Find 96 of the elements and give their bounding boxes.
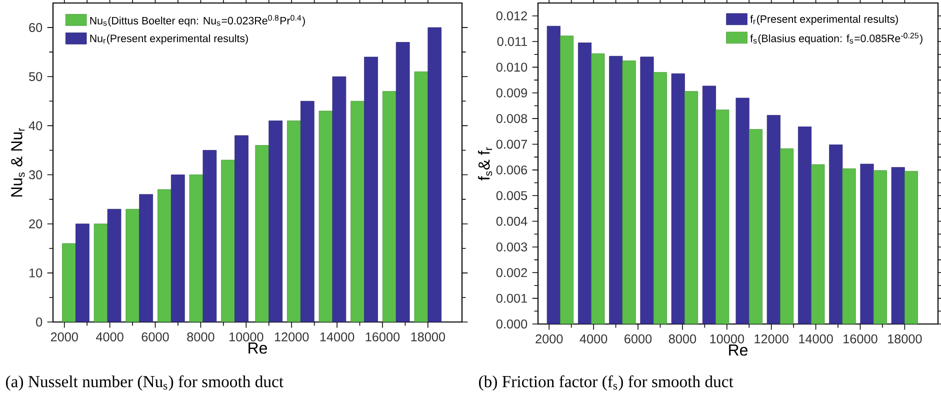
bar: [798, 126, 812, 324]
bar: [221, 160, 235, 322]
x-tick-label: 6000: [624, 334, 652, 344]
bar: [287, 120, 301, 322]
x-axis-title: Re: [729, 344, 748, 356]
bar: [546, 26, 560, 324]
y-axis-title: f$_{s}$& f$_{r}$: [478, 147, 492, 180]
bar: [591, 53, 605, 324]
bar: [716, 110, 730, 324]
bar: [842, 168, 856, 324]
bar: [255, 145, 270, 322]
text: Nu$_{s}$(Dittus Boelter eqn: Nu$_{s}$=0.023Re$^{0.8}$Pr$^{0.4}$): [90, 14, 305, 27]
bar: [736, 98, 750, 324]
y-tick-label: 20: [29, 219, 42, 228]
y-tick-label: 0: [36, 318, 42, 326]
bar: [202, 150, 217, 322]
bar: [904, 171, 918, 324]
bar: [414, 72, 428, 322]
bar: [780, 148, 794, 324]
bar: [158, 189, 172, 322]
bar: [653, 72, 667, 324]
x-tick-label: 2000: [536, 334, 563, 344]
bar: [350, 100, 364, 322]
bar: [76, 224, 90, 322]
bar: [702, 86, 716, 324]
bar: [382, 91, 396, 322]
bar: [811, 164, 825, 324]
legend-label: f$_{r}$(Present experimental results): [750, 15, 898, 25]
y-axis-title: Nu$_{s}$ & Nu$_{r}$: [11, 128, 25, 197]
y-tick-label: 0.000: [496, 320, 528, 328]
x-tick-label: 8000: [187, 332, 214, 342]
y-tick-label: 0.004: [496, 216, 528, 226]
legend-label: Nu$_{r}$(Present experimental results): [90, 34, 248, 44]
y-tick-label: 60: [29, 23, 42, 32]
text: (a) Nusselt number (Nu$_{s}$) for smooth duct: [6, 375, 284, 391]
bar: [829, 144, 843, 324]
x-tick-label: 12000: [274, 332, 309, 342]
bar: [139, 194, 153, 322]
x-tick-label: 6000: [142, 332, 169, 342]
bar: [622, 60, 636, 324]
bar: [126, 208, 140, 322]
x-tick-label: 10000: [229, 332, 264, 342]
bar: [318, 110, 333, 322]
x-tick-label: 2000: [50, 332, 78, 342]
bar: [671, 73, 685, 324]
y-tick-label: 0.011: [497, 37, 527, 46]
bar: [891, 167, 905, 324]
bar: [578, 42, 592, 324]
x-tick-label: 12000: [754, 334, 788, 344]
x-tick-label: 18000: [411, 332, 446, 342]
y-tick-label: 0.002: [496, 268, 527, 278]
bar: [640, 56, 654, 324]
y-tick-label: 50: [29, 72, 42, 82]
x-tick-label: 10000: [710, 334, 744, 344]
y-tick-label: 0.010: [496, 62, 528, 72]
bar: [560, 36, 574, 324]
x-tick-label: 18000: [888, 334, 922, 344]
bar: [364, 56, 378, 322]
x-tick-label: 16000: [844, 334, 878, 344]
x-axis-title: Re: [248, 342, 268, 354]
y-tick-label: 0.006: [496, 165, 528, 174]
bar: [396, 42, 410, 322]
text: (b) Friction factor (f$_{s}$) for smooth duct: [479, 375, 734, 391]
x-tick-label: 4000: [96, 332, 124, 342]
y-tick-label: 0.005: [496, 191, 528, 200]
legend-label: f$_{s}$(Blasius equation: f$_{s}$=0.085Re$^{-0.25}$): [750, 32, 922, 44]
x-tick-label: 14000: [320, 332, 354, 342]
y-tick-label: 0.009: [496, 88, 527, 98]
y-tick-label: 0.007: [496, 140, 527, 149]
bar: [684, 91, 698, 324]
bar: [234, 135, 248, 322]
bar: [332, 76, 346, 322]
x-tick-label: 4000: [580, 334, 608, 344]
y-tick-label: 0.012: [496, 11, 527, 20]
bar: [300, 100, 314, 322]
x-tick-label: 14000: [799, 334, 833, 344]
bar: [94, 224, 108, 322]
bar: [107, 208, 122, 322]
bar: [428, 27, 442, 322]
x-tick-label: 16000: [366, 332, 400, 342]
y-tick-label: 30: [28, 170, 42, 180]
y-tick-label: 0.001: [496, 294, 527, 303]
bar: [766, 115, 780, 324]
bar: [860, 164, 874, 324]
bar: [268, 120, 283, 322]
x-tick-label: 8000: [668, 334, 696, 344]
y-tick-label: 40: [28, 121, 42, 130]
bar: [189, 174, 204, 322]
bar: [170, 174, 185, 322]
bar: [62, 243, 76, 322]
y-tick-label: 10: [29, 268, 42, 278]
y-tick-label: 0.003: [496, 242, 528, 252]
bar: [873, 170, 887, 324]
bar: [748, 129, 762, 324]
bar: [609, 56, 623, 324]
y-tick-label: 0.008: [496, 114, 528, 124]
